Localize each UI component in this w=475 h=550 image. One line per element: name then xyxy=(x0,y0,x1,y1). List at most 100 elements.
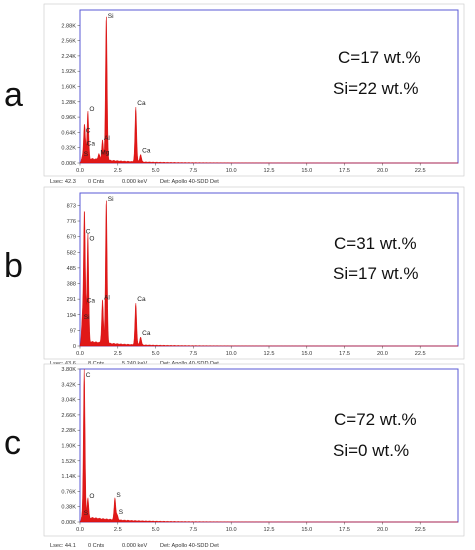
plot-area[interactable] xyxy=(79,192,459,347)
x-tick-label: 2.5 xyxy=(114,527,122,533)
spectrum-panel-b: 0 97 194 291 388 485 582 679 776 873 0.0 2.5 5.0 7.5 1… xyxy=(4,186,465,367)
spectrum-series xyxy=(79,200,459,347)
y-tick-label: 0.00K xyxy=(61,161,76,167)
y-tick-label: 2.88K xyxy=(61,23,76,29)
panel-letter: c xyxy=(4,424,21,462)
x-tick-label: 17.5 xyxy=(339,351,350,357)
silicon-composition: Si=22 wt.% xyxy=(333,79,419,98)
x-tick-label: 15.0 xyxy=(301,351,312,357)
y-tick-label: 1.14K xyxy=(61,474,76,480)
peak-label: Al xyxy=(104,295,110,302)
x-tick-label: 22.5 xyxy=(415,351,426,357)
status-field: 0 Cnts xyxy=(88,543,104,549)
status-field: Lsec: 44.1 xyxy=(50,543,76,549)
x-tick-label: 12.5 xyxy=(264,527,275,533)
spectrum-series xyxy=(79,368,459,523)
status-field: 0.000 keV xyxy=(122,543,147,549)
peak-label: Ca xyxy=(142,147,151,154)
y-tick-label: 1.52K xyxy=(61,459,76,465)
carbon-composition: C=72 wt.% xyxy=(334,410,417,429)
x-tick-label: 22.5 xyxy=(415,527,426,533)
x-tick-label: 2.5 xyxy=(114,168,122,174)
y-tick-label: 2.24K xyxy=(61,54,76,60)
peak-label: S xyxy=(84,510,89,517)
y-tick-label: 0.32K xyxy=(61,146,76,152)
peak-label: Si xyxy=(108,196,114,203)
peak-label: C xyxy=(86,372,91,379)
peak-label: Si xyxy=(108,13,114,20)
x-tick-label: 10.0 xyxy=(226,168,237,174)
y-tick-label: 582 xyxy=(67,250,76,256)
panel-letter: a xyxy=(4,76,23,114)
status-field: 0 Cnts xyxy=(88,179,104,185)
y-tick-label: 0.64K xyxy=(61,130,76,136)
x-tick-label: 7.5 xyxy=(190,351,198,357)
peak-label: Al xyxy=(104,135,110,142)
y-tick-label: 776 xyxy=(67,219,76,225)
panel-letter: b xyxy=(4,247,23,285)
spectrum-panel-c: 0.00K 0.38K 0.76K 1.14K 1.52K 1.90K 2.28K 2.66K… xyxy=(4,363,465,549)
y-tick-label: 3.80K xyxy=(61,367,76,373)
x-tick-label: 7.5 xyxy=(190,168,198,174)
x-tick-label: 12.5 xyxy=(264,351,275,357)
silicon-composition: Si=17 wt.% xyxy=(333,264,419,283)
status-field: Det: Apollo 40-SDD Det xyxy=(160,179,219,185)
spectrum-panel-a: 0.00K 0.32K 0.64K 0.96K 1.28K 1.60K 1.92K 2.24K… xyxy=(4,3,465,185)
x-tick-label: 5.0 xyxy=(152,351,160,357)
y-tick-label: 3.42K xyxy=(61,382,76,388)
y-tick-label: 97 xyxy=(70,328,76,334)
y-tick-label: 0.38K xyxy=(61,505,76,511)
status-field: 0.000 keV xyxy=(122,179,147,185)
x-tick-label: 20.0 xyxy=(377,527,388,533)
x-tick-label: 20.0 xyxy=(377,351,388,357)
x-tick-label: 2.5 xyxy=(114,351,122,357)
x-tick-label: 10.0 xyxy=(226,527,237,533)
y-tick-label: 3.04K xyxy=(61,398,76,404)
x-tick-label: 5.0 xyxy=(152,527,160,533)
peak-label: Ca xyxy=(137,100,146,107)
y-tick-label: 194 xyxy=(67,313,76,319)
peak-label: S xyxy=(116,492,121,499)
spectrum-series xyxy=(79,16,459,164)
y-tick-label: 0 xyxy=(73,344,76,350)
peak-label: O xyxy=(89,106,94,113)
peak-label: Mg xyxy=(100,149,109,156)
x-tick-label: 22.5 xyxy=(415,168,426,174)
y-tick-label: 1.28K xyxy=(61,100,76,106)
x-tick-label: 12.5 xyxy=(264,168,275,174)
peak-label: Ca xyxy=(137,296,146,303)
peak-label: C xyxy=(86,228,91,235)
y-tick-label: 485 xyxy=(67,266,76,272)
x-tick-label: 0.0 xyxy=(76,351,84,357)
status-field: Det: Apollo 40-SDD Det xyxy=(160,543,219,549)
y-tick-label: 0.96K xyxy=(61,115,76,121)
y-tick-label: 1.60K xyxy=(61,85,76,91)
peak-label: Si xyxy=(84,314,90,321)
y-tick-label: 1.90K xyxy=(61,444,76,450)
x-tick-label: 7.5 xyxy=(190,527,198,533)
y-tick-label: 0.76K xyxy=(61,489,76,495)
y-tick-label: 388 xyxy=(67,282,76,288)
x-tick-label: 0.0 xyxy=(76,527,84,533)
silicon-composition: Si=0 wt.% xyxy=(333,441,409,460)
y-tick-label: 291 xyxy=(67,297,76,303)
peak-label: Ca xyxy=(87,141,96,148)
x-tick-label: 0.0 xyxy=(76,168,84,174)
plot-area[interactable] xyxy=(79,9,459,164)
y-tick-label: 2.66K xyxy=(61,413,76,419)
x-tick-label: 10.0 xyxy=(226,351,237,357)
y-tick-label: 2.28K xyxy=(61,428,76,434)
peak-label: S xyxy=(119,509,124,516)
x-tick-label: 5.0 xyxy=(152,168,160,174)
x-tick-label: 17.5 xyxy=(339,527,350,533)
carbon-composition: C=31 wt.% xyxy=(334,234,417,253)
x-tick-label: 20.0 xyxy=(377,168,388,174)
peak-label: O xyxy=(89,493,94,500)
x-tick-label: 15.0 xyxy=(301,527,312,533)
peak-label: O xyxy=(89,235,94,242)
peak-label: S xyxy=(84,151,89,158)
y-tick-label: 2.56K xyxy=(61,39,76,45)
status-field: Lsec: 42.3 xyxy=(50,179,76,185)
x-tick-label: 15.0 xyxy=(301,168,312,174)
